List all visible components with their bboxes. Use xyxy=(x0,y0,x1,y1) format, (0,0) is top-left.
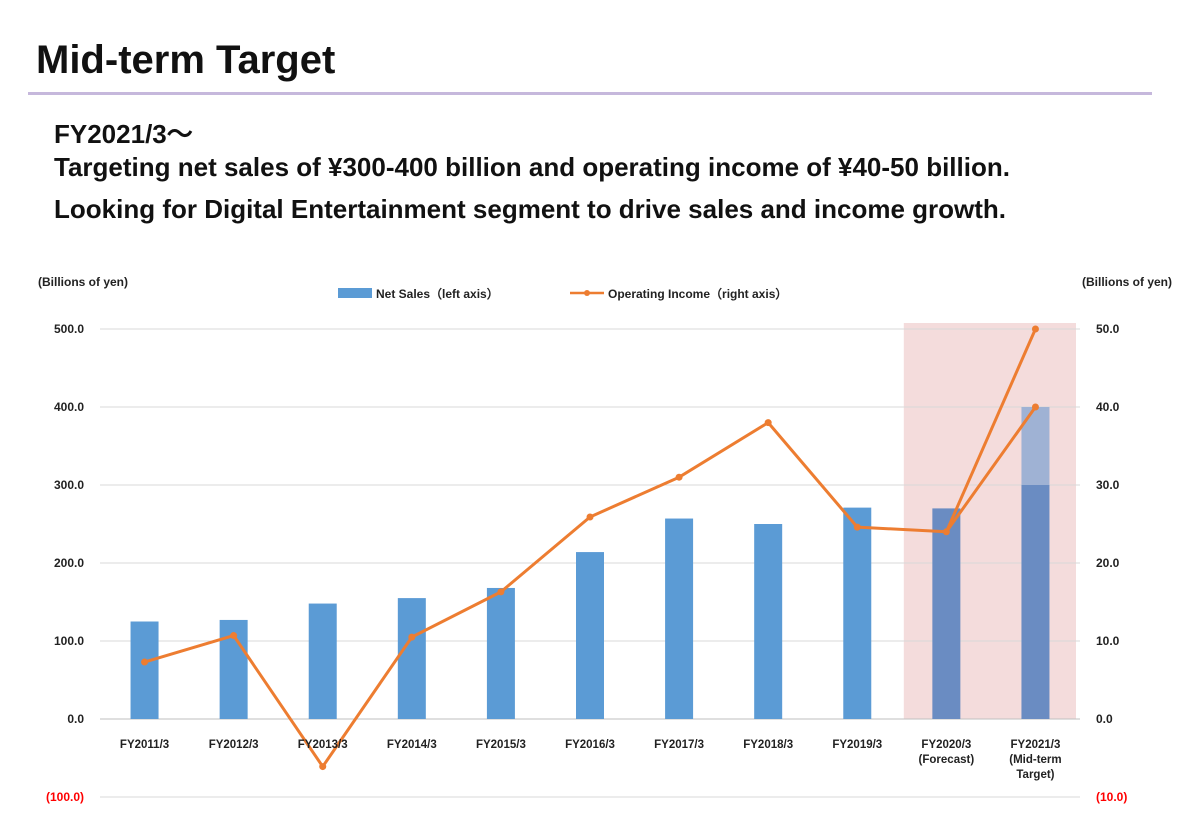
y-right-unit-label: (Billions of yen) xyxy=(1082,275,1172,289)
operating-income-point xyxy=(853,523,861,531)
operating-income-point xyxy=(1031,325,1039,333)
y-left-tick-label: 400.0 xyxy=(54,400,84,414)
headline-growth-driver: Looking for Digital Entertainment segmen… xyxy=(54,194,1007,224)
y-right-tick-label: 30.0 xyxy=(1096,478,1120,492)
y-left-tick-label: (100.0) xyxy=(46,790,84,804)
net-sales-bar xyxy=(932,508,961,719)
y-right-tick-label: 10.0 xyxy=(1096,634,1120,648)
operating-income-point xyxy=(408,633,416,641)
x-tick-label: (Mid-term xyxy=(1009,754,1061,766)
headline-period: FY2021/3〜 xyxy=(54,119,193,149)
x-tick-label: FY2012/3 xyxy=(209,739,259,751)
x-tick-label: FY2016/3 xyxy=(565,739,615,751)
page-title: Mid-term Target xyxy=(36,38,336,82)
net-sales-bar xyxy=(665,518,694,719)
operating-income-point xyxy=(141,658,149,666)
y-left-tick-label: 0.0 xyxy=(67,712,84,726)
legend-swatch-net-sales xyxy=(338,288,372,298)
operating-income-point xyxy=(675,473,683,481)
y-left-tick-label: 500.0 xyxy=(54,322,84,336)
operating-income-point xyxy=(497,588,505,596)
net-sales-bar xyxy=(1021,485,1050,719)
net-sales-bar xyxy=(130,621,159,719)
y-right-tick-label: 20.0 xyxy=(1096,556,1120,570)
y-right-tick-label: (10.0) xyxy=(1096,790,1127,804)
net-sales-bar xyxy=(486,587,515,719)
legend-marker-operating-income xyxy=(584,290,590,296)
net-sales-bar xyxy=(754,524,783,719)
x-tick-label: FY2021/3 xyxy=(1011,739,1061,751)
net-sales-bar xyxy=(308,603,337,719)
x-tick-label: FY2018/3 xyxy=(743,739,793,751)
y-left-unit-label: (Billions of yen) xyxy=(38,275,128,289)
x-tick-label: FY2013/3 xyxy=(298,739,348,751)
operating-income-point xyxy=(230,632,238,640)
x-tick-label: FY2014/3 xyxy=(387,739,437,751)
net-sales-bar xyxy=(843,507,872,719)
operating-income-point xyxy=(586,513,594,521)
x-tick-label: FY2011/3 xyxy=(120,739,169,751)
legend-label-net-sales: Net Sales（left axis） xyxy=(376,286,499,301)
x-tick-label: FY2019/3 xyxy=(832,739,882,751)
y-left-tick-label: 100.0 xyxy=(54,634,84,648)
x-tick-label: FY2020/3 xyxy=(921,739,971,751)
headline-sales-target: Targeting net sales of ¥300-400 billion … xyxy=(54,152,1010,182)
y-right-tick-label: 50.0 xyxy=(1096,322,1120,336)
y-left-tick-label: 300.0 xyxy=(54,478,84,492)
x-tick-label: FY2015/3 xyxy=(476,739,526,751)
operating-income-target-upper-line xyxy=(944,328,1037,533)
title-divider xyxy=(28,92,1152,95)
operating-income-point xyxy=(764,419,772,427)
net-sales-bar xyxy=(576,552,604,719)
y-right-tick-label: 0.0 xyxy=(1096,712,1113,726)
x-tick-label: Target) xyxy=(1016,769,1054,781)
operating-income-point xyxy=(942,528,950,536)
operating-income-point xyxy=(319,763,327,771)
x-tick-label: (Forecast) xyxy=(919,754,975,766)
y-right-tick-label: 40.0 xyxy=(1096,400,1120,414)
forecast-highlight-region xyxy=(903,323,1076,719)
x-tick-label: FY2017/3 xyxy=(654,739,704,751)
net-sales-bar xyxy=(397,598,426,719)
y-left-tick-label: 200.0 xyxy=(54,556,84,570)
operating-income-point xyxy=(1031,403,1039,411)
legend-label-operating-income: Operating Income（right axis） xyxy=(608,286,787,301)
